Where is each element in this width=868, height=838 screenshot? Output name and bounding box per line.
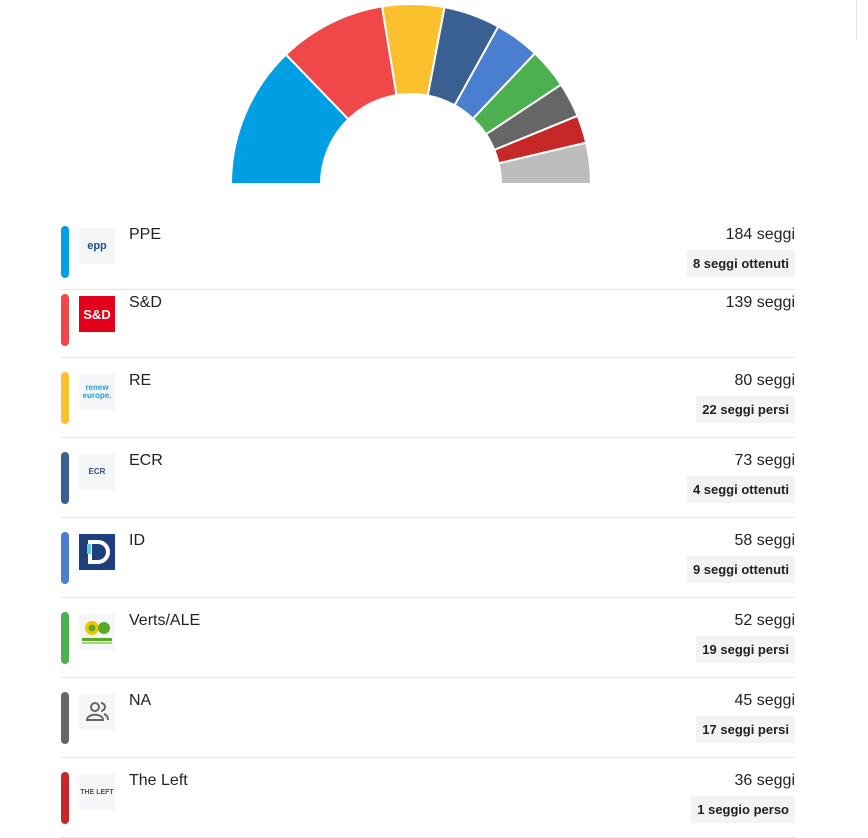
party-row: THE LEFT The Left 36 seggi 1 seggio perso	[61, 758, 795, 838]
party-name: ECR	[129, 452, 163, 469]
party-row: ECR ECR 73 seggi 4 seggi ottenuti	[61, 438, 795, 518]
seat-change-badge: 9 seggi ottenuti	[686, 556, 795, 583]
scroll-edge	[856, 0, 857, 40]
party-seats: 73 seggi	[734, 452, 796, 469]
party-seats: 52 seggi	[734, 612, 796, 629]
party-seats: 80 seggi	[734, 372, 796, 389]
party-row: ID 58 seggi 9 seggi ottenuti	[61, 518, 795, 598]
greens-logo	[82, 621, 112, 644]
party-logo: S&D	[79, 296, 115, 332]
party-seats: 58 seggi	[734, 532, 796, 549]
party-color-bar	[61, 612, 69, 664]
party-color-bar	[61, 452, 69, 504]
party-seats: 45 seggi	[734, 692, 796, 709]
party-logo	[79, 614, 115, 650]
party-row: S&D S&D 139 seggi	[61, 290, 795, 358]
party-row: NA 45 seggi 17 seggi persi	[61, 678, 795, 758]
party-seats: 139 seggi	[725, 294, 795, 311]
id-logo	[79, 534, 115, 570]
party-row: Verts/ALE 52 seggi 19 seggi persi	[61, 598, 795, 678]
seat-change-badge: 4 seggi ottenuti	[686, 476, 795, 503]
party-name: PPE	[129, 226, 162, 243]
party-color-bar	[61, 692, 69, 744]
party-color-bar	[61, 294, 69, 346]
party-logo: renew europe.	[79, 374, 115, 410]
party-seats: 36 seggi	[734, 772, 796, 789]
seat-change-badge: 8 seggi ottenuti	[686, 250, 795, 277]
party-name: RE	[129, 372, 152, 389]
party-name: The Left	[129, 772, 188, 789]
party-row: epp PPE 184 seggi 8 seggi ottenuti	[61, 222, 795, 290]
party-logo: epp	[79, 228, 115, 264]
party-logo	[79, 534, 115, 570]
party-color-bar	[61, 532, 69, 584]
party-logo: ECR	[79, 454, 115, 490]
seat-change-badge: 22 seggi persi	[696, 396, 795, 423]
na-icon	[85, 702, 109, 721]
party-name: NA	[129, 692, 152, 709]
party-seats: 184 seggi	[725, 226, 795, 243]
party-color-bar	[61, 226, 69, 278]
seat-change-badge: 17 seggi persi	[696, 716, 795, 743]
seat-change-badge: 1 seggio perso	[691, 796, 795, 823]
hemicycle-chart	[229, 3, 593, 185]
hemicycle-slice	[497, 141, 593, 185]
party-color-bar	[61, 372, 69, 424]
party-logo: THE LEFT	[79, 774, 115, 810]
party-color-bar	[61, 772, 69, 824]
party-name: Verts/ALE	[129, 612, 201, 629]
party-name: S&D	[129, 294, 162, 311]
party-name: ID	[129, 532, 145, 549]
seat-change-badge: 19 seggi persi	[696, 636, 795, 663]
party-row: renew europe. RE 80 seggi 22 seggi persi	[61, 358, 795, 438]
party-logo	[79, 694, 115, 730]
